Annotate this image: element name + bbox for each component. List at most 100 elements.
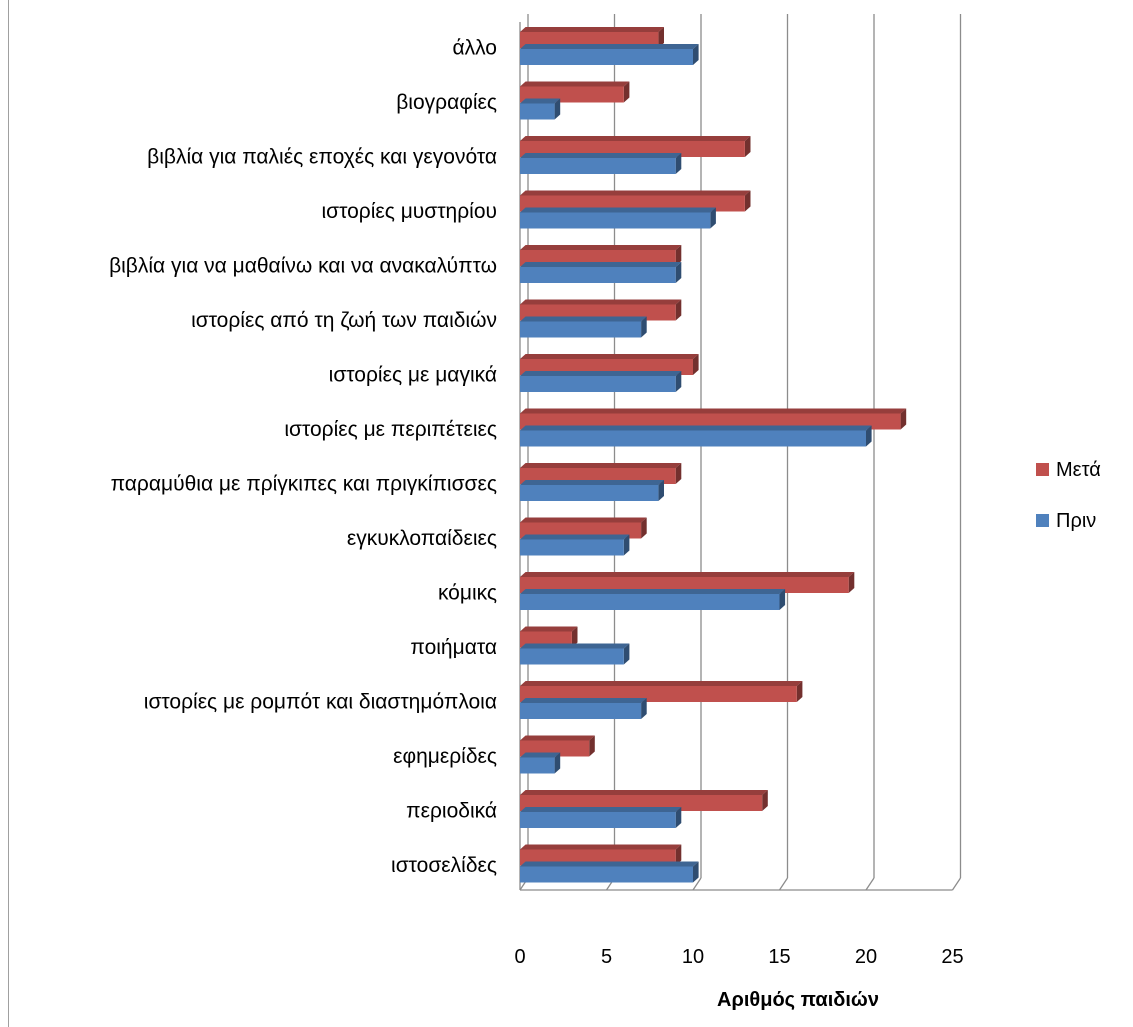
bar-end (589, 735, 595, 757)
bar-end (675, 262, 682, 283)
category-label: βιβλία για παλιές εποχές και γεγονότα (147, 145, 497, 168)
x-tick-label: 0 (514, 946, 525, 968)
category-label: ιστορίες από τη ζωή των παιδιών (191, 309, 497, 332)
bar-end (641, 698, 647, 719)
bar-end (675, 844, 682, 866)
bar-top (520, 861, 699, 867)
bar-top (520, 589, 786, 594)
bar (520, 866, 693, 883)
bar-top (520, 27, 664, 32)
x-tick-label: 25 (941, 946, 963, 968)
bar (520, 430, 866, 447)
bar (520, 594, 780, 610)
bar (520, 49, 693, 65)
bar-top (520, 81, 630, 87)
category-label: περιοδικά (406, 799, 497, 822)
bar-end (710, 207, 716, 229)
bar (520, 321, 642, 338)
bar-top (520, 136, 751, 141)
legend-swatch (1036, 514, 1049, 527)
bar-end (675, 153, 682, 174)
bar-end (693, 861, 699, 883)
x-tick-label: 15 (768, 946, 790, 968)
bar-end (762, 790, 768, 811)
bar-top (520, 698, 647, 703)
bar-end (641, 316, 647, 338)
bar-end (623, 643, 630, 665)
bar-end (571, 626, 578, 648)
bar-top (520, 245, 682, 250)
bar-top (520, 844, 682, 850)
bar-top (520, 807, 682, 812)
bar-end (675, 245, 682, 266)
bar-top (520, 735, 595, 741)
bar (520, 812, 676, 828)
gridline-floor (951, 877, 962, 891)
bar-top (520, 790, 768, 795)
bar-end (554, 752, 561, 774)
category-label: βιβλία για να μαθαίνω και να ανακαλύπτω (109, 254, 497, 277)
category-label: ποιήματα (410, 636, 497, 659)
category-label: ιστορίες με ρομπότ και διαστημόπλοια (144, 690, 497, 713)
bar-end (796, 681, 803, 702)
category-label: ιστορίες μυστηρίου (321, 200, 497, 223)
category-label: ιστοσελίδες (391, 854, 497, 877)
bar-top (520, 408, 907, 414)
bar (520, 267, 676, 283)
category-label: εφημερίδες (393, 745, 497, 768)
bar-end (848, 572, 855, 593)
bar (520, 539, 624, 556)
bar-end (779, 589, 786, 610)
bar (520, 212, 711, 229)
bar-top (520, 752, 561, 758)
bar-top (520, 517, 647, 523)
bar-end (658, 27, 664, 48)
bar-end (623, 534, 630, 556)
gridline-floor (865, 877, 875, 891)
bar-end (675, 807, 682, 828)
bar-top (520, 572, 855, 577)
gridline-floor (692, 877, 702, 891)
bar-end (744, 190, 751, 212)
legend-swatch (1036, 463, 1049, 476)
bar (520, 485, 659, 501)
bar-end (693, 44, 699, 65)
bar-top (520, 425, 872, 431)
bar-end (675, 371, 682, 392)
bar-top (520, 371, 682, 376)
bar (520, 757, 555, 774)
bar (520, 103, 555, 120)
bar-top (520, 643, 630, 649)
bar (520, 158, 676, 174)
category-label: εγκυκλοπαίδειες (347, 527, 497, 550)
bar-top (520, 207, 716, 213)
bar-top (520, 190, 751, 196)
bar-top (520, 299, 682, 305)
x-tick-label: 10 (682, 946, 704, 968)
category-label: ιστορίες με μαγικά (329, 363, 497, 386)
bar-top (520, 44, 699, 49)
bar-end (675, 463, 682, 484)
bar-end (658, 480, 664, 501)
bar-top (520, 316, 647, 322)
bar (520, 703, 642, 719)
x-tick-label: 20 (855, 946, 877, 968)
legend-label: Πριν (1056, 510, 1096, 532)
bar-top (520, 480, 664, 485)
category-label: ιστορίες με περιπέτειες (284, 418, 497, 441)
bar-top (520, 354, 699, 359)
bar-end (693, 354, 699, 375)
chart-frame (8, 0, 1133, 1027)
bar (520, 376, 676, 392)
bar-end (641, 517, 647, 539)
category-label: βιογραφίες (396, 91, 497, 114)
bar-top (520, 262, 682, 267)
bar (520, 648, 624, 665)
bar-top (520, 153, 682, 158)
bar-end (744, 136, 751, 157)
category-label: κόμικς (438, 581, 497, 604)
bar-end (900, 408, 907, 430)
legend-label: Μετά (1056, 459, 1101, 481)
bar-top (520, 463, 682, 468)
